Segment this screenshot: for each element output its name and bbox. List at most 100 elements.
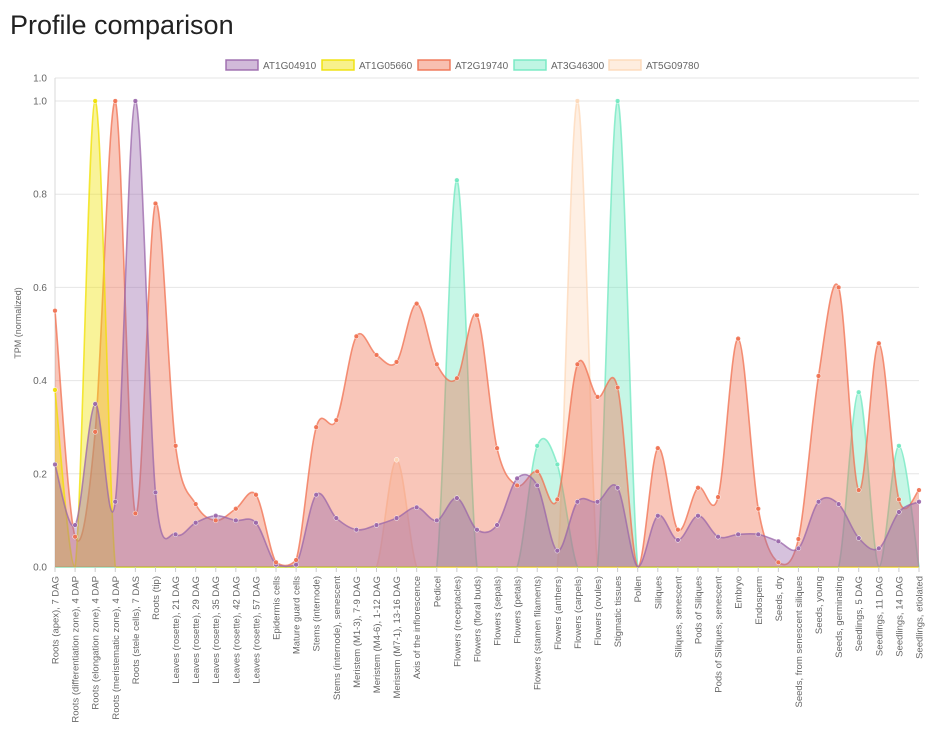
data-point-at1g04910[interactable] xyxy=(373,522,380,528)
data-point-at1g04910[interactable] xyxy=(132,98,139,104)
data-point-at2g19740[interactable] xyxy=(896,496,902,503)
data-point-at1g04910[interactable] xyxy=(695,513,701,519)
data-point-at1g04910[interactable] xyxy=(534,482,540,489)
data-point-at2g19740[interactable] xyxy=(273,559,279,565)
legend-item-at5g09780[interactable]: AT5G09780 xyxy=(608,59,700,72)
data-point-at1g04910[interactable] xyxy=(574,499,581,505)
data-point-at2g19740[interactable] xyxy=(695,485,701,491)
data-point-at2g19740[interactable] xyxy=(52,308,58,314)
data-point-at2g19740[interactable] xyxy=(313,424,319,430)
data-point-at2g19740[interactable] xyxy=(494,445,500,451)
data-point-at1g04910[interactable] xyxy=(554,548,560,554)
data-point-at1g04910[interactable] xyxy=(835,501,842,507)
data-point-at1g04910[interactable] xyxy=(775,538,781,545)
data-point-at2g19740[interactable] xyxy=(594,394,601,400)
data-point-at3g46300[interactable] xyxy=(534,443,540,449)
data-point-at2g19740[interactable] xyxy=(414,301,420,307)
legend-item-at1g04910[interactable]: AT1G04910 xyxy=(225,59,317,72)
data-point-at1g04910[interactable] xyxy=(815,499,822,505)
data-point-at1g04910[interactable] xyxy=(514,475,520,482)
data-point-at1g04910[interactable] xyxy=(594,499,601,505)
data-point-at2g19740[interactable] xyxy=(213,517,219,524)
data-point-at3g46300[interactable] xyxy=(896,443,902,449)
data-point-at2g19740[interactable] xyxy=(916,487,922,493)
data-point-at1g04910[interactable] xyxy=(856,535,862,541)
data-point-at2g19740[interactable] xyxy=(675,527,681,533)
data-point-at2g19740[interactable] xyxy=(876,340,882,346)
data-point-at3g46300[interactable] xyxy=(554,461,560,468)
data-point-at2g19740[interactable] xyxy=(574,361,581,367)
data-point-at1g04910[interactable] xyxy=(795,545,802,552)
data-point-at2g19740[interactable] xyxy=(715,494,721,500)
data-point-at1g04910[interactable] xyxy=(876,545,882,552)
legend[interactable]: AT1G04910 AT1G05660 AT2G19740 AT3G46300 AT5G… xyxy=(225,59,700,72)
data-point-at1g04910[interactable] xyxy=(474,527,480,533)
data-point-at2g19740[interactable] xyxy=(554,496,560,503)
data-point-at1g05660[interactable] xyxy=(52,387,58,393)
data-point-at1g04910[interactable] xyxy=(735,531,741,538)
data-point-at1g04910[interactable] xyxy=(353,527,360,533)
data-point-at1g04910[interactable] xyxy=(112,499,118,505)
legend-item-at2g19740[interactable]: AT2G19740 xyxy=(417,59,509,72)
data-point-at2g19740[interactable] xyxy=(333,417,339,423)
data-point-at2g19740[interactable] xyxy=(293,557,299,563)
data-point-at2g19740[interactable] xyxy=(172,443,179,449)
data-point-at2g19740[interactable] xyxy=(434,361,440,367)
data-point-at1g04910[interactable] xyxy=(313,492,319,498)
data-point-at1g04910[interactable] xyxy=(213,513,219,519)
data-point-at1g04910[interactable] xyxy=(916,499,922,505)
data-point-at2g19740[interactable] xyxy=(132,510,139,517)
legend-item-at3g46300[interactable]: AT3G46300 xyxy=(513,59,605,72)
data-point-at1g04910[interactable] xyxy=(675,537,681,543)
data-point-at1g04910[interactable] xyxy=(172,531,179,538)
data-point-at2g19740[interactable] xyxy=(393,359,400,365)
data-point-at2g19740[interactable] xyxy=(514,482,520,489)
data-point-at1g04910[interactable] xyxy=(414,504,420,511)
data-point-at5g09780[interactable] xyxy=(574,98,581,104)
data-point-at1g04910[interactable] xyxy=(614,485,621,491)
data-point-at1g05660[interactable] xyxy=(92,98,98,104)
data-point-at1g04910[interactable] xyxy=(755,531,761,538)
data-point-at3g46300[interactable] xyxy=(856,389,862,395)
data-point-at2g19740[interactable] xyxy=(253,492,259,498)
data-point-at1g04910[interactable] xyxy=(152,489,159,496)
data-point-at2g19740[interactable] xyxy=(92,429,98,435)
data-point-at1g04910[interactable] xyxy=(896,509,902,515)
data-point-at2g19740[interactable] xyxy=(655,445,661,451)
data-point-at2g19740[interactable] xyxy=(735,336,741,342)
data-point-at1g04910[interactable] xyxy=(293,562,299,568)
data-point-at1g04910[interactable] xyxy=(92,401,98,407)
data-point-at5g09780[interactable] xyxy=(393,457,400,463)
data-point-at1g04910[interactable] xyxy=(715,534,721,540)
data-point-at2g19740[interactable] xyxy=(474,312,480,319)
legend-item-at1g05660[interactable]: AT1G05660 xyxy=(321,59,413,72)
data-point-at2g19740[interactable] xyxy=(454,375,460,381)
data-point-at2g19740[interactable] xyxy=(835,284,842,291)
data-point-at1g04910[interactable] xyxy=(454,495,460,501)
data-point-at2g19740[interactable] xyxy=(72,534,78,540)
data-point-at2g19740[interactable] xyxy=(815,373,822,379)
data-point-at1g04910[interactable] xyxy=(193,520,199,526)
data-point-at2g19740[interactable] xyxy=(152,200,159,207)
data-point-at2g19740[interactable] xyxy=(353,333,360,339)
data-point-at1g04910[interactable] xyxy=(72,522,78,528)
data-point-at1g04910[interactable] xyxy=(434,517,440,524)
data-point-at2g19740[interactable] xyxy=(373,352,380,358)
data-point-at2g19740[interactable] xyxy=(534,468,540,475)
data-point-at1g04910[interactable] xyxy=(52,461,58,468)
data-point-at2g19740[interactable] xyxy=(614,384,621,391)
data-point-at2g19740[interactable] xyxy=(233,506,239,512)
data-point-at1g04910[interactable] xyxy=(393,515,400,521)
data-point-at1g04910[interactable] xyxy=(253,520,259,526)
data-point-at1g04910[interactable] xyxy=(494,522,500,528)
data-point-at2g19740[interactable] xyxy=(112,98,118,104)
data-point-at3g46300[interactable] xyxy=(454,177,460,183)
data-point-at1g04910[interactable] xyxy=(233,517,239,524)
data-point-at1g04910[interactable] xyxy=(333,515,339,521)
data-point-at2g19740[interactable] xyxy=(795,536,802,542)
data-point-at3g46300[interactable] xyxy=(614,98,621,104)
data-point-at2g19740[interactable] xyxy=(755,506,761,512)
data-point-at1g04910[interactable] xyxy=(655,513,661,519)
data-point-at2g19740[interactable] xyxy=(856,487,862,493)
data-point-at2g19740[interactable] xyxy=(775,559,781,565)
